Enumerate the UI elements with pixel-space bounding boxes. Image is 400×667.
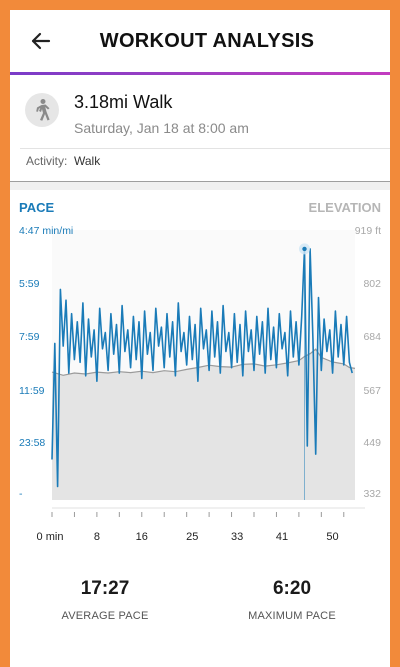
arrow-left-icon (31, 32, 51, 50)
page-title: WORKOUT ANALYSIS (99, 29, 315, 52)
stats-row: 17:27 AVERAGE PACE 6:20 MAXIMUM PACE (10, 578, 390, 648)
elevation-tick-label: 802 (363, 278, 381, 290)
workout-date: Saturday, Jan 18 at 8:00 am (74, 120, 249, 136)
elevation-tick-label: 919 ft (355, 225, 381, 237)
pace-elevation-chart[interactable]: PACE ELEVATION 4:47 min/mi 5:59 7:59 11:59 2… (10, 190, 390, 560)
x-tick-label: 33 (231, 531, 243, 543)
activity-label: Activity: (26, 154, 68, 168)
pace-line (51, 248, 353, 488)
x-tick-label: 0 min (37, 531, 64, 543)
x-tick-label: 41 (276, 531, 288, 543)
elevation-axis-title: ELEVATION (309, 200, 381, 215)
marker-point[interactable] (302, 246, 307, 252)
pace-tick-label: 4:47 min/mi (19, 225, 73, 237)
pace-tick-label: - (19, 488, 23, 500)
chart-svg: PACE ELEVATION 4:47 min/mi 5:59 7:59 11:59 2… (19, 200, 381, 543)
x-tick-label: 25 (186, 531, 198, 543)
pace-axis-title: PACE (19, 200, 54, 215)
workout-summary: 3.18mi Walk Saturday, Jan 18 at 8:00 am … (10, 75, 390, 182)
maximum-pace-stat: 6:20 MAXIMUM PACE (217, 578, 367, 622)
elevation-area (52, 349, 355, 500)
activity-value: Walk (74, 154, 101, 168)
accent-bar (10, 72, 390, 75)
pace-tick-label: 5:59 (19, 278, 40, 290)
x-tick-label: 50 (326, 531, 338, 543)
maximum-pace-value: 6:20 (272, 578, 312, 599)
app-screen: WORKOUT ANALYSIS 3.18mi Walk Saturday, J… (10, 10, 390, 667)
average-pace-stat: 17:27 AVERAGE PACE (30, 578, 180, 622)
divider (20, 148, 390, 149)
section-gap (10, 182, 390, 190)
average-pace-label: AVERAGE PACE (61, 610, 149, 622)
elevation-tick-label: 567 (363, 385, 381, 397)
elevation-tick-label: 449 (363, 437, 381, 449)
walking-person-icon (25, 93, 59, 127)
back-button[interactable] (28, 28, 54, 54)
maximum-pace-label: MAXIMUM PACE (248, 610, 336, 622)
app-header: WORKOUT ANALYSIS (10, 10, 390, 72)
elevation-tick-label: 684 (363, 331, 381, 343)
workout-name: 3.18mi Walk (74, 92, 173, 112)
pace-tick-label: 23:58 (19, 437, 45, 449)
pace-tick-label: 7:59 (19, 331, 40, 343)
x-tick-label: 8 (94, 531, 100, 543)
elevation-tick-label: 332 (363, 488, 381, 500)
average-pace-value: 17:27 (80, 578, 130, 599)
pace-tick-label: 11:59 (19, 385, 45, 397)
x-tick-label: 16 (136, 531, 148, 543)
